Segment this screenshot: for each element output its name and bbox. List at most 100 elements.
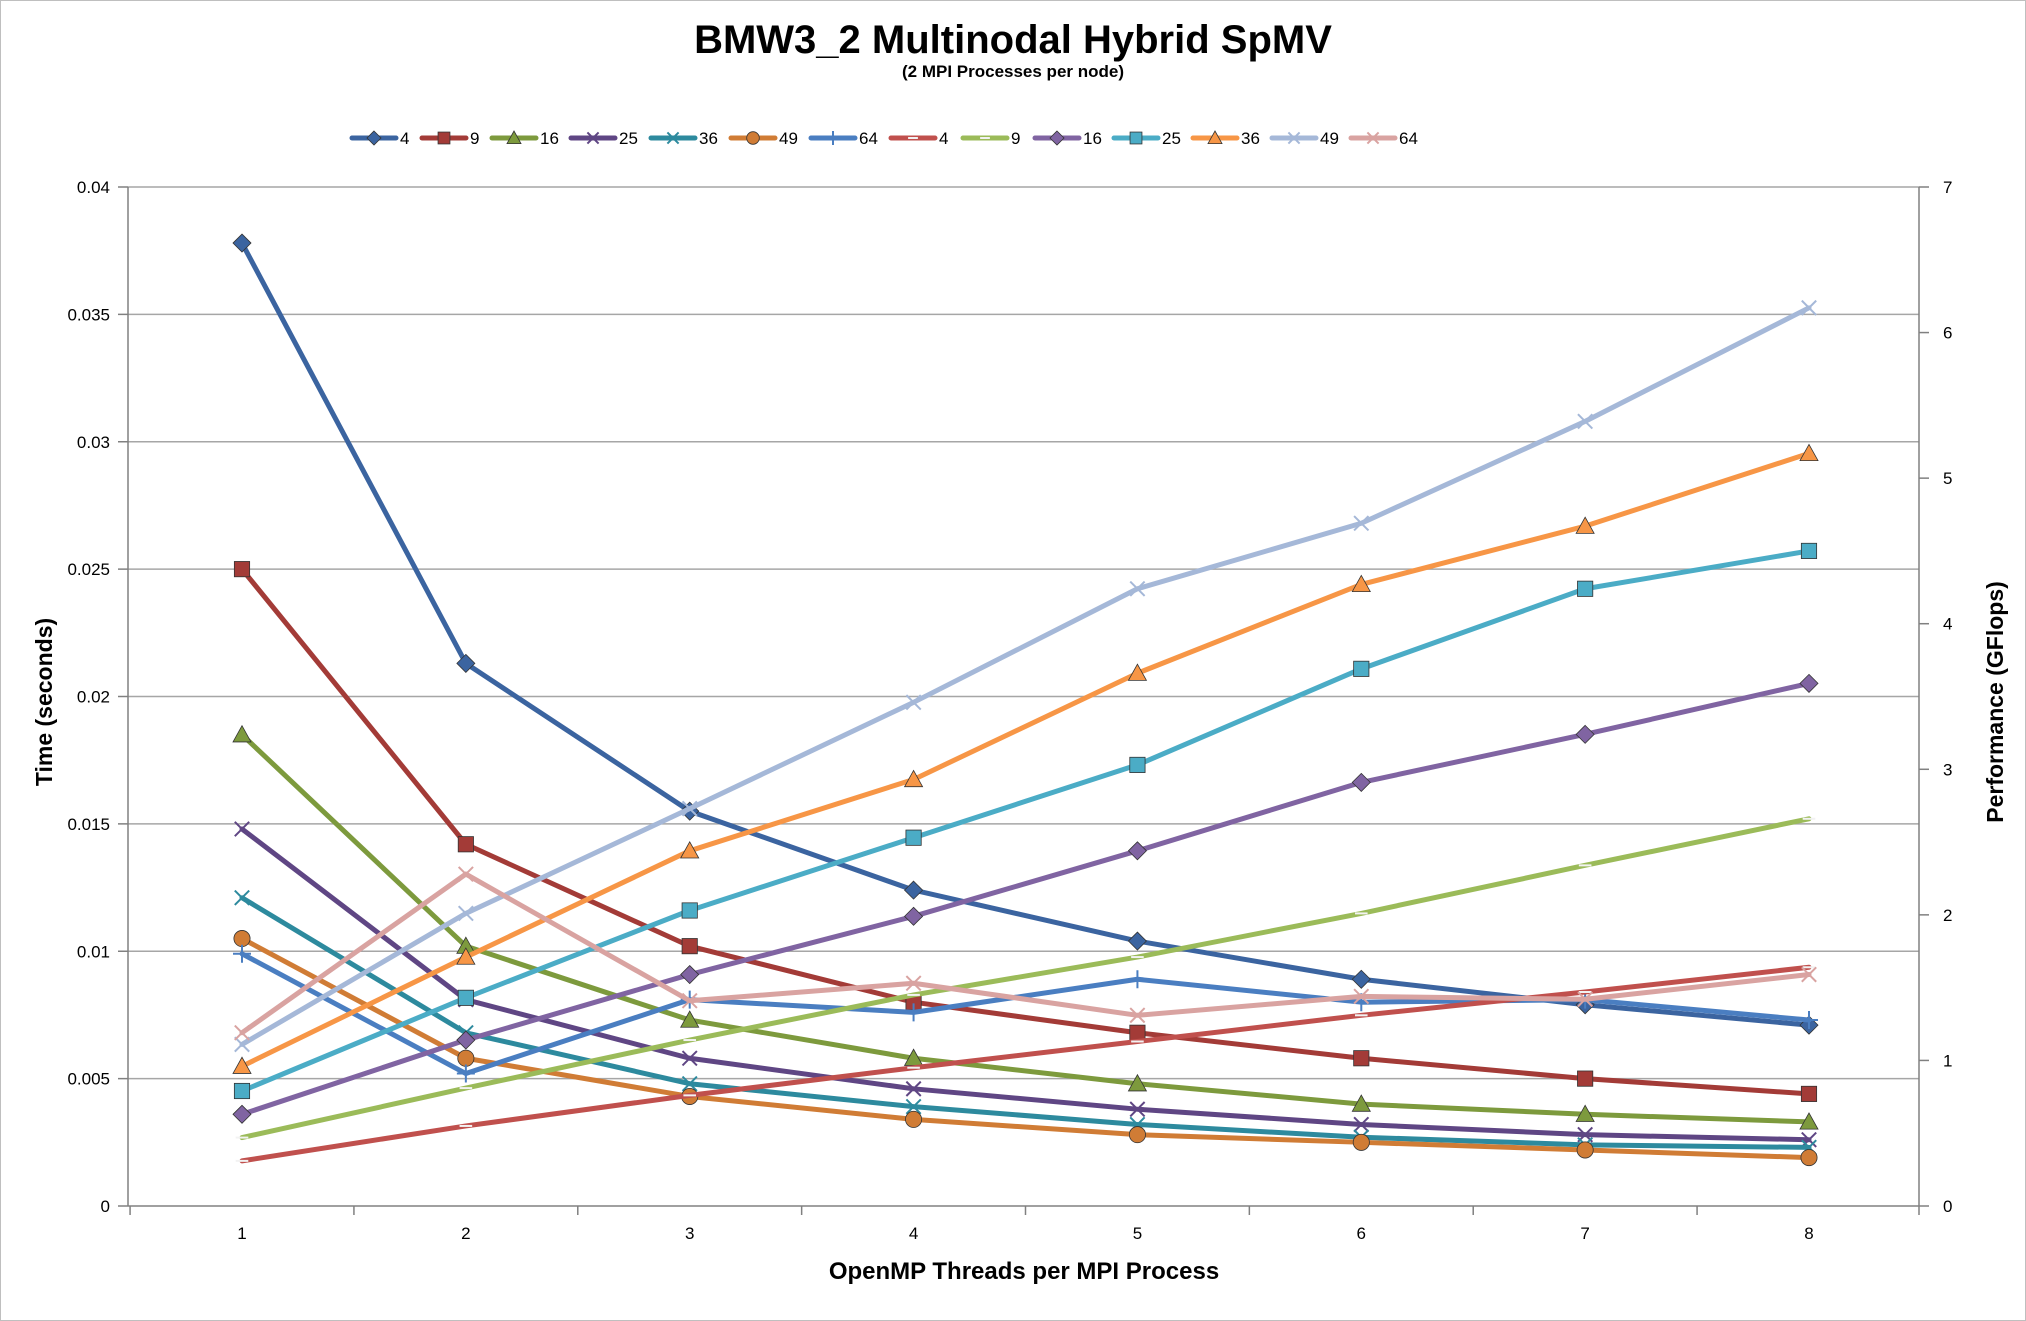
series-time-4 (232, 233, 1819, 1035)
data-point (1353, 1050, 1370, 1067)
y2-tick-label: 5 (1943, 469, 1952, 488)
data-point (1351, 969, 1371, 989)
data-point (234, 1036, 250, 1053)
legend-label: 49 (1320, 129, 1339, 148)
x-tick-label: 6 (1357, 1224, 1366, 1243)
data-point (1049, 130, 1065, 146)
data-point (903, 769, 924, 788)
data-point (232, 724, 252, 743)
legend-label: 4 (939, 129, 948, 148)
data-point (1129, 1024, 1146, 1041)
legend-entry: 49 (1269, 129, 1339, 148)
series-line (239, 305, 1812, 1047)
series-line (239, 826, 1812, 1143)
data-point (234, 1024, 250, 1041)
data-point (905, 1098, 922, 1115)
y-tick-label: 0.005 (67, 1070, 110, 1089)
data-point (233, 944, 251, 963)
y-axis-label: Time (seconds) (31, 618, 57, 786)
legend-label: 36 (1241, 129, 1260, 148)
data-point (746, 131, 760, 145)
data-point (1577, 1070, 1594, 1087)
data-point (1800, 1149, 1818, 1167)
series-line (239, 871, 1812, 1036)
y2-tick-label: 7 (1943, 178, 1952, 197)
data-point (1799, 443, 1819, 461)
data-point (586, 131, 600, 145)
y-tick-label: 0.04 (77, 178, 110, 197)
data-point (506, 130, 522, 144)
data-point (1129, 756, 1146, 773)
data-point (232, 1104, 252, 1124)
series-perf-16 (232, 673, 1819, 1124)
data-point (1129, 131, 1143, 145)
data-point (1801, 1131, 1817, 1148)
legend-label: 16 (540, 129, 559, 148)
data-point (232, 233, 252, 253)
data-point (1575, 724, 1595, 744)
data-point (1127, 663, 1148, 681)
data-point (456, 1030, 476, 1050)
series-line (239, 450, 1812, 1069)
data-point (1799, 673, 1819, 693)
data-point (1352, 1133, 1370, 1151)
data-point (680, 840, 700, 859)
y-tick-label: 0 (101, 1197, 110, 1216)
series-line (239, 566, 1812, 1097)
legend-entry: 9 (960, 129, 1020, 148)
data-point (1351, 772, 1371, 792)
data-point (233, 1082, 251, 1100)
x-axis-label: OpenMP Threads per MPI Process (829, 1258, 1219, 1285)
legend-entry: 64 (1348, 129, 1418, 148)
series-line (239, 680, 1812, 1117)
legend-label: 36 (699, 129, 718, 148)
data-point (1353, 660, 1370, 677)
data-point (904, 1003, 923, 1022)
data-point (681, 1050, 698, 1067)
series-perf-36 (232, 443, 1819, 1074)
series-line (239, 816, 1812, 1141)
legend-label: 25 (1162, 129, 1181, 148)
series-line (239, 548, 1812, 1094)
series-time-25 (234, 821, 1817, 1148)
data-point (1800, 542, 1818, 559)
series-line (239, 936, 1812, 1161)
legend-entry: 49 (728, 129, 798, 148)
y2-tick-label: 6 (1943, 324, 1952, 343)
legend-label: 4 (400, 129, 409, 148)
legend-label: 9 (1011, 129, 1020, 148)
data-point (457, 866, 474, 883)
data-point (1128, 1126, 1146, 1144)
y2-tick-label: 1 (1943, 1051, 1952, 1070)
data-point (457, 1049, 475, 1067)
data-point (1129, 1007, 1146, 1024)
legend-entry: 9 (419, 129, 479, 148)
data-point (1128, 970, 1147, 989)
x-tick-label: 8 (1804, 1224, 1813, 1243)
series-perf-4 (235, 964, 1816, 1164)
data-point (905, 829, 922, 846)
legend-entry: 4 (888, 129, 948, 148)
data-point (826, 131, 840, 145)
series-perf-9 (235, 816, 1816, 1141)
data-point (1575, 1104, 1595, 1122)
legend-entry: 4 (349, 129, 409, 148)
data-point (1127, 931, 1147, 951)
series-line (239, 964, 1812, 1164)
legend-label: 49 (779, 129, 798, 148)
legend-entry: 25 (1111, 129, 1181, 148)
data-point (234, 889, 250, 906)
data-point (1800, 1011, 1818, 1030)
y-tick-label: 0.035 (67, 305, 110, 324)
series-group (232, 233, 1819, 1167)
data-point (1129, 1101, 1146, 1118)
y2-tick-label: 0 (1943, 1197, 1952, 1216)
data-point (1799, 1112, 1819, 1130)
chart-title: BMW3_2 Multinodal Hybrid SpMV (694, 18, 1332, 62)
data-point (1575, 516, 1595, 534)
gridlines (128, 186, 1919, 1207)
data-point (1351, 574, 1371, 593)
data-point (680, 964, 700, 985)
